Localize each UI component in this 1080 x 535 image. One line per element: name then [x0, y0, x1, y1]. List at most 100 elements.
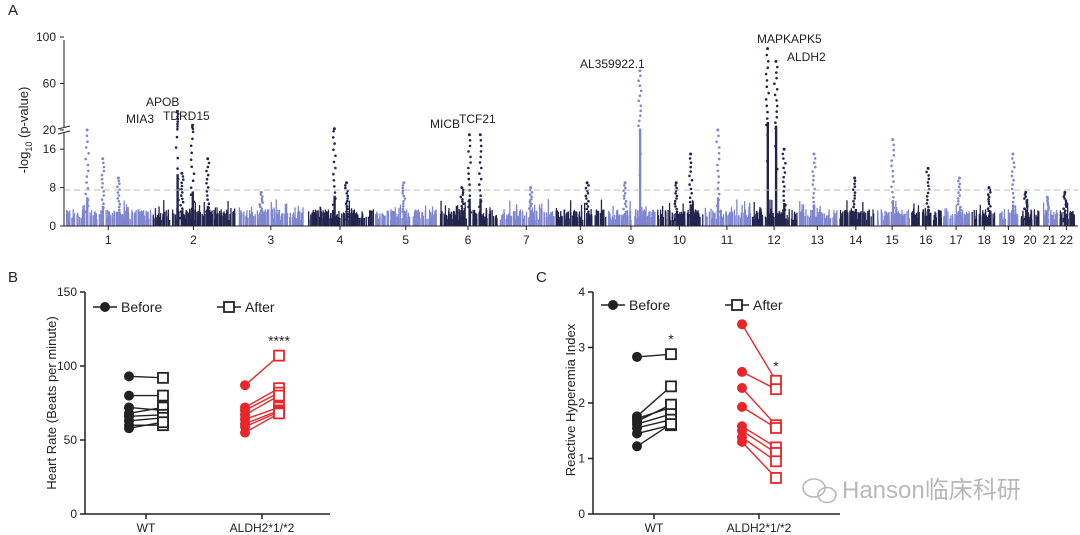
snp-point — [86, 187, 90, 190]
snp-point — [802, 204, 805, 226]
x-tick-label: ALDH2*1/*2 — [727, 521, 792, 535]
snp-point — [544, 216, 546, 226]
snp-point — [660, 214, 662, 226]
snp-point — [639, 89, 643, 93]
snp-point — [769, 199, 771, 226]
snp-point — [383, 215, 385, 226]
snp-point — [1016, 213, 1018, 226]
group-0 — [124, 371, 169, 434]
peak-point — [638, 69, 642, 73]
snp-point — [176, 174, 179, 226]
snp-point — [934, 211, 936, 226]
snp-point — [782, 194, 785, 198]
snp-point — [353, 210, 355, 226]
snp-point — [77, 214, 79, 226]
snp-point — [360, 217, 362, 226]
snp-point — [495, 215, 497, 226]
snp-point — [175, 135, 179, 139]
snp-point — [576, 217, 579, 226]
snp-point — [332, 148, 335, 151]
snp-point — [523, 218, 525, 226]
snp-point — [766, 121, 769, 226]
after-point — [770, 472, 782, 484]
snp-point — [184, 218, 186, 226]
snp-point — [698, 213, 700, 226]
snp-point — [209, 217, 212, 226]
snp-point — [856, 211, 858, 226]
chromosome-6-points — [439, 133, 498, 226]
snp-point — [162, 217, 164, 226]
snp-point — [217, 213, 219, 226]
snp-point — [507, 213, 510, 226]
snp-point — [643, 209, 646, 226]
snp-point — [434, 217, 436, 226]
snp-point — [958, 194, 961, 197]
gene-label: TDRD15 — [163, 109, 210, 123]
pair-line — [741, 387, 777, 426]
snp-point — [370, 210, 372, 226]
snp-point — [261, 195, 264, 198]
snp-point — [1064, 209, 1067, 213]
snp-point — [891, 200, 895, 226]
snp-point — [968, 211, 970, 226]
snp-point — [688, 215, 690, 226]
snp-point — [453, 211, 456, 226]
snp-point — [896, 216, 899, 226]
after-point — [273, 349, 285, 362]
snp-point — [555, 207, 558, 226]
snp-point — [1025, 199, 1029, 202]
snp-point — [1067, 202, 1069, 226]
snp-point — [322, 212, 324, 226]
after-point — [157, 416, 169, 429]
snp-point — [748, 206, 750, 226]
snp-point — [911, 212, 913, 226]
snp-point — [361, 216, 363, 226]
snp-point — [345, 213, 348, 226]
snp-point — [228, 220, 230, 226]
y-tick-label: 20 — [43, 123, 57, 137]
snp-point — [338, 210, 340, 226]
snp-point — [847, 215, 849, 226]
snp-point — [638, 119, 641, 123]
watermark-text: Hanson临床科研 — [842, 477, 1021, 504]
snp-point — [981, 215, 983, 226]
snp-point — [675, 213, 678, 226]
snp-point — [614, 214, 616, 226]
snp-point — [587, 199, 590, 203]
snp-point — [901, 210, 903, 226]
snp-point — [959, 205, 962, 209]
snp-point — [412, 216, 414, 226]
x-tick-label: 8 — [577, 233, 584, 247]
snp-point — [232, 212, 234, 226]
snp-point — [963, 213, 966, 226]
snp-point — [181, 191, 184, 194]
snp-point — [766, 117, 769, 120]
significance-label: * — [668, 331, 674, 347]
snp-point — [770, 216, 772, 226]
snp-point — [853, 197, 856, 200]
snp-point — [675, 197, 678, 200]
snp-point — [205, 177, 209, 181]
snp-point — [225, 218, 227, 226]
snp-point — [508, 213, 510, 226]
legend-before-marker — [100, 302, 110, 312]
snp-point — [1062, 207, 1065, 210]
snp-point — [295, 218, 297, 226]
snp-point — [102, 169, 106, 173]
snp-point — [800, 219, 802, 226]
snp-point — [587, 184, 590, 187]
snp-point — [624, 199, 628, 203]
snp-point — [90, 217, 92, 226]
y-tick-label: 1 — [578, 452, 585, 466]
snp-point — [717, 175, 720, 178]
chromosome-7-points — [499, 186, 555, 226]
snp-point — [117, 211, 120, 226]
ticks: 0 1 2 3 4 WT ALDH2*1/*2 — [578, 285, 791, 535]
snp-point — [139, 211, 141, 226]
chromosome-3-points — [238, 190, 304, 226]
snp-point — [176, 125, 179, 128]
x-tick-label: 3 — [267, 233, 274, 247]
snp-point — [180, 187, 183, 191]
group-0: * — [632, 331, 677, 452]
peak-point — [175, 109, 179, 113]
